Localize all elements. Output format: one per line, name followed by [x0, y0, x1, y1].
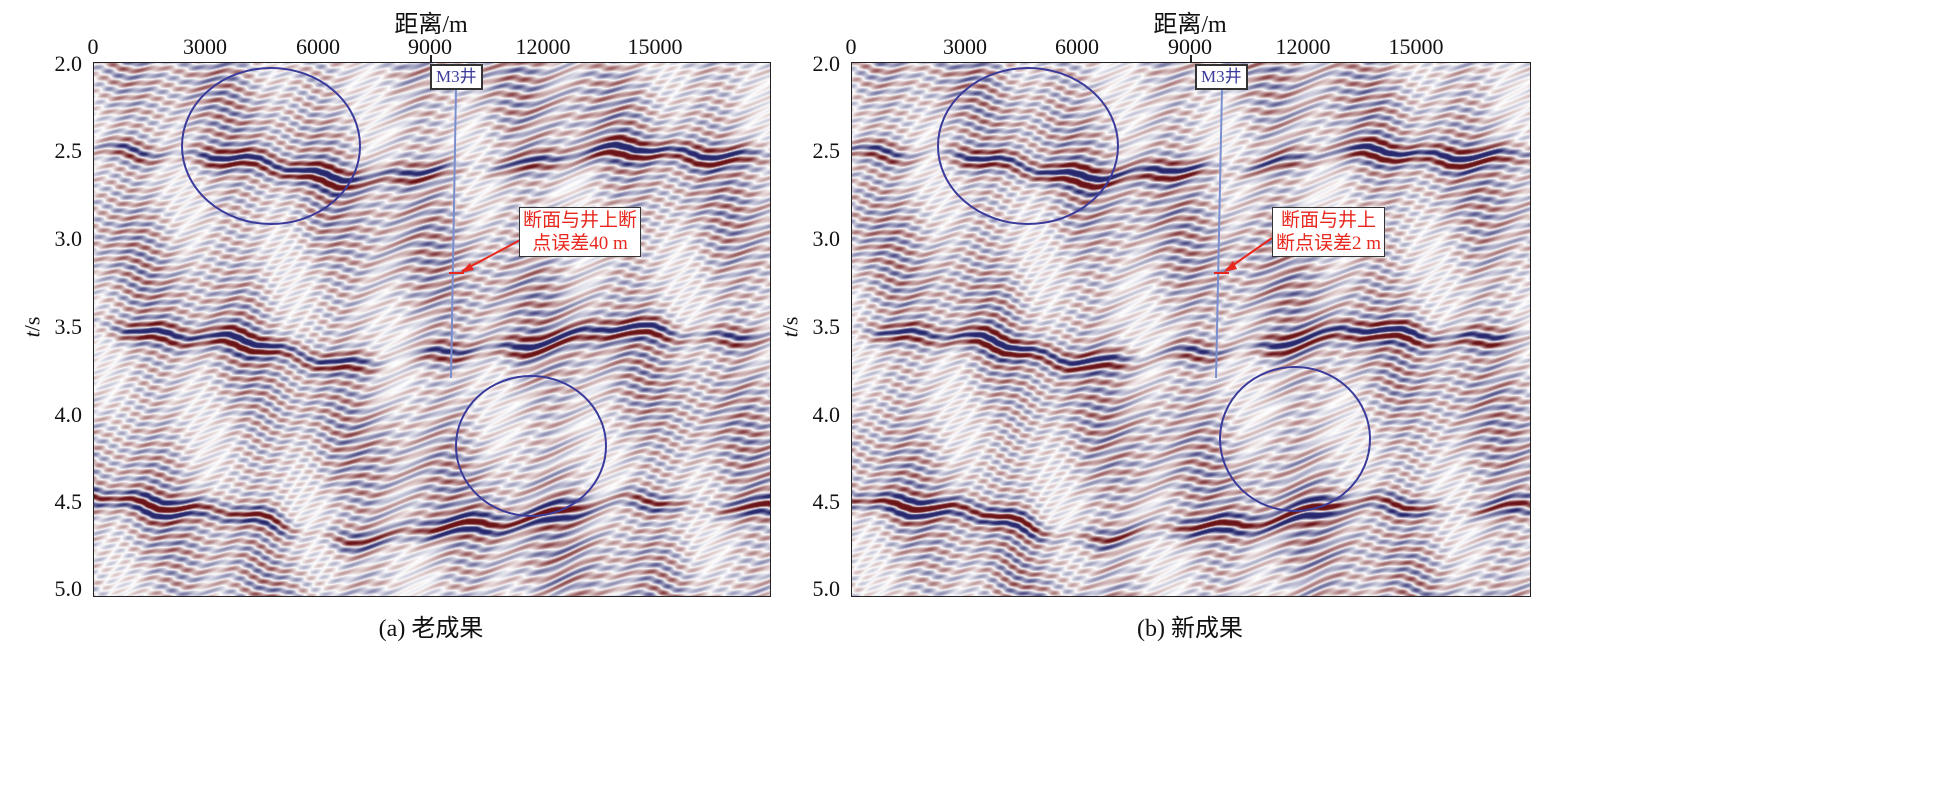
highlight-circle: [181, 67, 361, 225]
x-tickmark: [430, 55, 432, 62]
y-tick: 3.5: [54, 314, 83, 339]
x-axis-title: 距离/m: [394, 12, 468, 38]
x-tickmark: [1190, 55, 1192, 62]
highlight-circle: [937, 67, 1119, 225]
well-trajectory: [450, 88, 457, 379]
x-tick: 0: [845, 34, 857, 59]
y-tick: 4.0: [54, 402, 83, 427]
y-tick: 3.0: [54, 226, 83, 251]
error-annotation: 断面与井上断 点误差40 m: [519, 207, 642, 257]
x-tick: 6000: [296, 34, 340, 59]
x-tick: 15000: [627, 34, 683, 59]
highlight-circle: [1219, 366, 1371, 512]
seismic-section-new: [851, 62, 1531, 597]
y-tick: 5.0: [812, 576, 841, 601]
annotations-layer: [181, 67, 607, 517]
y-tick: 2.5: [54, 138, 83, 163]
well-trajectory: [1215, 88, 1223, 379]
y-tick: 5.0: [54, 576, 83, 601]
annotation-line: 断面与井上断: [523, 210, 638, 231]
arrowhead-icon: [1224, 261, 1237, 272]
x-tick: 15000: [1388, 34, 1444, 59]
annotation-arrow: [461, 237, 525, 272]
x-tick: 12000: [515, 34, 571, 59]
x-tick: 9000: [1168, 34, 1212, 59]
panel-b: 距离/m 0 3000 6000 9000 12000 15000 t/s 2.…: [758, 0, 1558, 793]
x-tick: 9000: [408, 34, 452, 59]
highlight-circle: [455, 375, 607, 517]
annotation-line: 点误差40 m: [532, 233, 628, 254]
annotations-layer: [937, 67, 1371, 512]
y-tick: 3.0: [812, 226, 841, 251]
well-label: M3井: [1195, 64, 1248, 90]
y-tick: 3.5: [812, 314, 841, 339]
y-tick: 4.5: [812, 489, 841, 514]
panel-caption: (a) 老成果: [378, 616, 484, 642]
well-label: M3井: [430, 64, 483, 90]
arrowhead-icon: [460, 263, 474, 273]
seismic-image: [94, 63, 770, 596]
x-axis-title: 距离/m: [1153, 12, 1227, 38]
seismic-section-old: [93, 62, 771, 597]
y-tick: 2.0: [812, 51, 841, 76]
x-tick: 6000: [1055, 34, 1099, 59]
y-tick: 2.0: [54, 51, 83, 76]
y-tick: 2.5: [812, 138, 841, 163]
seismic-image: [852, 63, 1530, 596]
x-tick: 3000: [943, 34, 987, 59]
x-tick: 0: [87, 34, 99, 59]
x-tick: 3000: [183, 34, 227, 59]
x-tick: 12000: [1275, 34, 1331, 59]
panel-a: 距离/m 0 3000 6000 9000 12000 15000 t/s 2.…: [0, 0, 800, 793]
annotation-line: 断点误差2 m: [1276, 233, 1382, 254]
y-tick: 4.5: [54, 489, 83, 514]
panel-caption: (b) 新成果: [1137, 616, 1243, 642]
y-tick: 4.0: [812, 402, 841, 427]
annotation-line: 断面与井上: [1281, 210, 1377, 231]
error-annotation: 断面与井上 断点误差2 m: [1272, 207, 1386, 257]
